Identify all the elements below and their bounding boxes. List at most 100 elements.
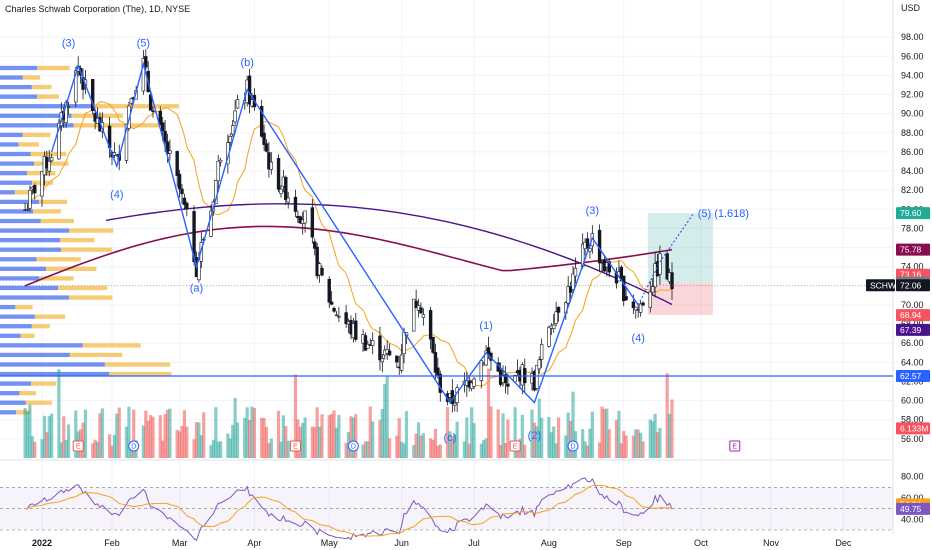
candle[interactable] bbox=[670, 262, 674, 300]
candle[interactable] bbox=[638, 301, 643, 317]
earnings-marker[interactable]: E bbox=[729, 440, 741, 452]
candle[interactable] bbox=[571, 265, 575, 291]
candle[interactable] bbox=[57, 119, 61, 160]
candle[interactable] bbox=[28, 185, 32, 212]
candle[interactable] bbox=[334, 311, 339, 317]
candle[interactable] bbox=[112, 142, 117, 158]
candle[interactable] bbox=[665, 251, 669, 281]
candle[interactable] bbox=[414, 289, 418, 309]
wave-projection[interactable] bbox=[637, 212, 695, 306]
candle[interactable] bbox=[552, 314, 556, 333]
candle[interactable] bbox=[380, 354, 385, 373]
candle[interactable] bbox=[209, 204, 213, 238]
candle[interactable] bbox=[175, 150, 179, 187]
candle[interactable] bbox=[129, 97, 134, 106]
candle[interactable] bbox=[235, 94, 240, 110]
candle[interactable] bbox=[93, 108, 97, 130]
dividend-marker[interactable]: D bbox=[567, 440, 579, 452]
time-axis[interactable]: 2022 Feb Mar Apr May Jun Jul Aug Sep Oct Nov Dec bbox=[32, 538, 852, 548]
candle[interactable] bbox=[49, 153, 54, 163]
candle[interactable] bbox=[216, 154, 220, 192]
candle[interactable] bbox=[566, 276, 570, 306]
candle[interactable] bbox=[556, 306, 561, 322]
loss-zone[interactable] bbox=[647, 282, 714, 316]
candle[interactable] bbox=[144, 49, 148, 71]
candle[interactable] bbox=[47, 149, 51, 177]
candle[interactable] bbox=[158, 106, 162, 126]
candle[interactable] bbox=[141, 50, 146, 95]
candle[interactable] bbox=[366, 340, 370, 349]
earnings-marker[interactable]: E bbox=[289, 440, 301, 452]
candle[interactable] bbox=[535, 364, 539, 391]
candle[interactable] bbox=[293, 189, 298, 218]
candle[interactable] bbox=[619, 265, 624, 281]
candle[interactable] bbox=[233, 100, 237, 127]
dividend-marker[interactable]: D bbox=[128, 440, 140, 452]
candle[interactable] bbox=[320, 265, 324, 277]
candle[interactable] bbox=[344, 304, 348, 328]
candle[interactable] bbox=[399, 344, 404, 374]
candle[interactable] bbox=[264, 139, 269, 153]
candle[interactable] bbox=[622, 275, 626, 307]
candle[interactable] bbox=[177, 169, 182, 198]
candle[interactable] bbox=[395, 355, 399, 369]
dividend-marker[interactable]: D bbox=[347, 440, 359, 452]
candle[interactable] bbox=[337, 306, 341, 323]
candle[interactable] bbox=[218, 157, 223, 167]
candle[interactable] bbox=[303, 210, 307, 233]
candle[interactable] bbox=[327, 276, 331, 308]
candle[interactable] bbox=[185, 201, 189, 217]
candle[interactable] bbox=[332, 306, 336, 313]
candle[interactable] bbox=[554, 301, 558, 326]
candle[interactable] bbox=[431, 336, 435, 354]
candle[interactable] bbox=[286, 192, 290, 209]
candle[interactable] bbox=[33, 183, 37, 200]
candle[interactable] bbox=[262, 124, 266, 151]
candle[interactable] bbox=[182, 193, 187, 210]
candle[interactable] bbox=[378, 326, 382, 371]
candle[interactable] bbox=[624, 287, 628, 301]
candle[interactable] bbox=[168, 139, 172, 161]
candle[interactable] bbox=[419, 302, 423, 315]
candle[interactable] bbox=[90, 79, 95, 115]
candle[interactable] bbox=[329, 291, 334, 306]
candle[interactable] bbox=[539, 338, 544, 369]
elliott-wave-lines[interactable]: (3) (5) (4) (a) (b) (c) (1) (2) (3) (4) (5) (1.618… bbox=[50, 38, 749, 444]
candle[interactable] bbox=[276, 154, 281, 193]
candle[interactable] bbox=[259, 99, 264, 138]
candle[interactable] bbox=[641, 301, 645, 306]
candle[interactable] bbox=[484, 345, 488, 366]
candle[interactable] bbox=[148, 91, 153, 111]
support-line[interactable] bbox=[0, 284, 893, 377]
candle[interactable] bbox=[310, 199, 315, 244]
candle[interactable] bbox=[585, 232, 590, 252]
candle[interactable] bbox=[428, 306, 433, 350]
candle[interactable] bbox=[284, 175, 288, 206]
candle[interactable] bbox=[387, 343, 392, 357]
candle[interactable] bbox=[228, 133, 232, 147]
candle[interactable] bbox=[479, 359, 484, 389]
candle[interactable] bbox=[66, 101, 71, 115]
candle[interactable] bbox=[247, 68, 252, 114]
candle[interactable] bbox=[363, 332, 368, 351]
candle[interactable] bbox=[315, 242, 319, 280]
candle[interactable] bbox=[354, 312, 358, 342]
candle[interactable] bbox=[40, 170, 44, 207]
candle[interactable] bbox=[279, 185, 283, 198]
candle[interactable] bbox=[313, 238, 317, 256]
candle[interactable] bbox=[547, 325, 551, 348]
candle[interactable] bbox=[421, 308, 426, 326]
candle[interactable] bbox=[453, 395, 457, 412]
candle[interactable] bbox=[267, 141, 271, 178]
candle[interactable] bbox=[573, 257, 578, 284]
earnings-marker[interactable]: E bbox=[509, 440, 521, 452]
candle[interactable] bbox=[506, 373, 510, 395]
earnings-marker[interactable]: E bbox=[72, 440, 84, 452]
candle[interactable] bbox=[650, 278, 655, 296]
candle[interactable] bbox=[370, 332, 375, 355]
candle[interactable] bbox=[433, 343, 438, 380]
candle[interactable] bbox=[151, 106, 155, 118]
candle[interactable] bbox=[503, 366, 508, 394]
